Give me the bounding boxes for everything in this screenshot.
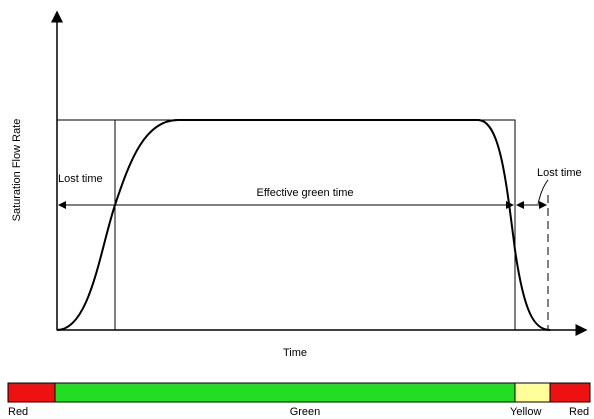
saturation-rectangle [56,119,516,331]
phase-yellow [514,382,551,403]
x-axis-label: Time [283,347,307,359]
leader-line [537,179,549,205]
y-axis-label: Saturation Flow Rate [11,119,23,222]
flow-curve [56,119,551,331]
phase-red [549,382,591,403]
annotation: Effective green time [256,187,353,199]
phase-label: Red [569,406,589,418]
phase-green [54,382,516,403]
phase-label: Yellow [510,406,541,418]
phase-label: Red [8,406,28,418]
phase-red [7,382,56,403]
phase-label: Green [290,406,321,418]
annotation: Lost time [58,173,103,185]
annotation: Lost time [537,167,582,179]
